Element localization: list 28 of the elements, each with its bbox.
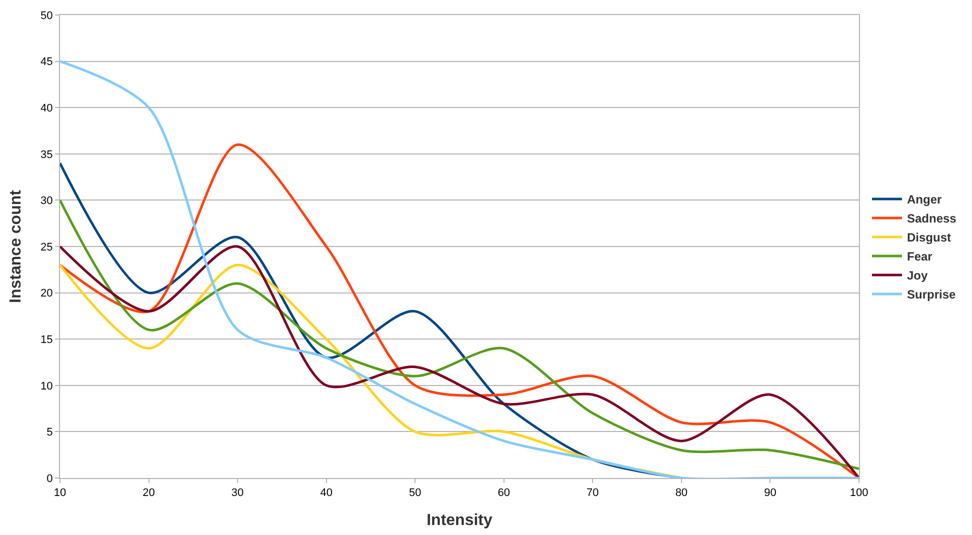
x-tick-label: 90 [764, 487, 776, 500]
x-tick-label: 20 [142, 487, 155, 500]
y-tick-label: 5 [46, 426, 53, 439]
y-tick-label: 45 [40, 56, 53, 68]
legend-label: Anger [906, 192, 942, 207]
y-tick-label: 35 [40, 148, 53, 161]
y-tick-label: 15 [40, 334, 53, 346]
x-tick-label: 70 [586, 487, 599, 500]
y-tick-label: 25 [40, 241, 53, 254]
legend-label: Joy [906, 268, 928, 283]
legend-label: Disgust [906, 230, 952, 245]
y-tick-label: 40 [40, 102, 53, 114]
x-tick-label: 50 [408, 487, 422, 500]
y-tick-label: 20 [40, 288, 53, 300]
x-axis-title: Intensity [426, 512, 492, 529]
x-tick-label: 60 [498, 487, 510, 500]
x-tick-label: 30 [231, 487, 244, 500]
legend-label: Fear [906, 250, 933, 264]
x-tick-label: 100 [850, 487, 868, 500]
legend-label: Sadness [906, 212, 957, 226]
y-axis-title: Instance count [7, 189, 24, 303]
x-tick-label: 80 [675, 487, 688, 500]
legend-label: Surprise [906, 288, 956, 302]
y-tick-label: 50 [40, 10, 53, 22]
y-tick-label: 0 [46, 472, 53, 485]
x-tick-label: 40 [320, 487, 332, 500]
y-tick-label: 10 [40, 380, 53, 392]
y-tick-label: 30 [40, 195, 53, 208]
